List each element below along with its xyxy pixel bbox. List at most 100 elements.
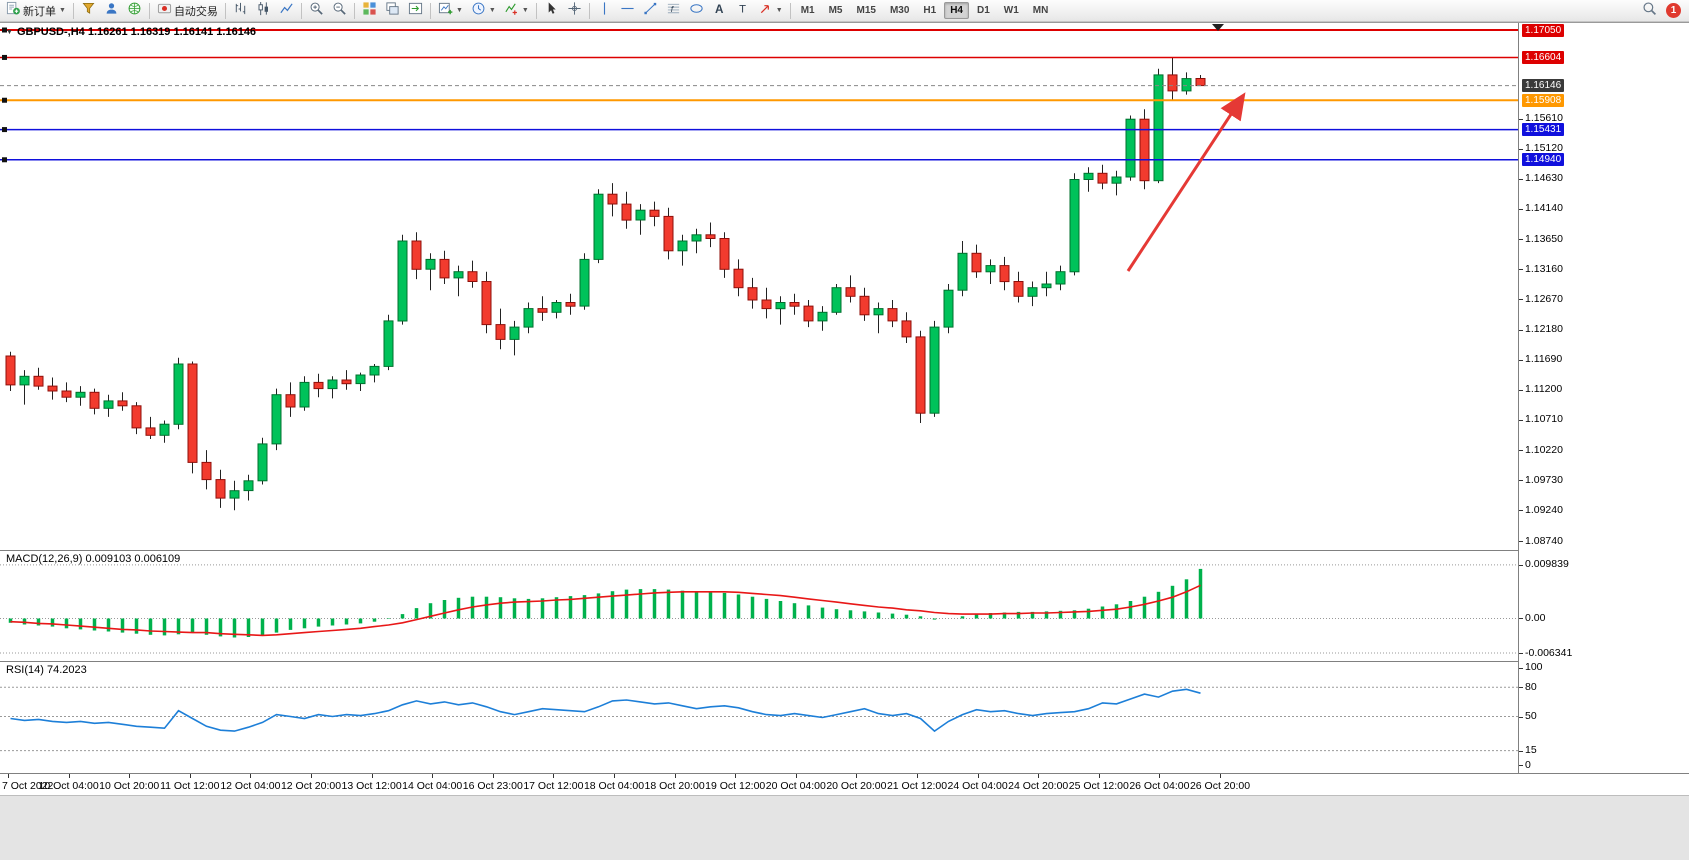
data-window-button[interactable] [77,0,100,21]
time-tick [250,774,252,778]
candlestick-icon [256,1,271,21]
toolbar-separator [429,2,431,19]
macd-panel-canvas[interactable] [0,551,1518,661]
price-tick-label: -0.006341 [1525,646,1573,659]
time-label: 19 Oct 12:00 [705,780,766,792]
caret-down-icon: ▼ [521,7,529,14]
price-tick-label: 1.15120 [1525,142,1563,155]
svg-text:f: f [670,3,674,13]
line-chart-button[interactable] [275,0,298,21]
bar-chart-icon [233,1,248,21]
auto-scroll-button[interactable] [404,0,427,21]
toolbar-separator [300,2,302,19]
label-icon: T [735,1,750,21]
top-toolbar: 新订单 ▼ 自动交易 ▼ ▼ ▼ f A T ▼ M1 M5 M15 M30 H1 H4 D1 W1 MN 1 [0,0,1689,22]
cursor-button[interactable] [540,0,563,21]
time-tick [856,774,858,778]
text-button[interactable]: A [708,0,731,21]
indicators-button[interactable]: ▼ [500,0,533,21]
new-order-button-label: 新订单 [23,5,56,18]
fibonacci-button[interactable]: f [662,0,685,21]
price-scale[interactable]: 1.15610 1.15120 1.14630 1.14140 1.13650 1.131… [1519,23,1689,773]
autotrading-button-label: 自动交易 [173,5,218,18]
timeframe-mn-button[interactable]: MN [1032,5,1049,16]
price-tick-label: 1.12180 [1525,323,1563,336]
price-tick-label: 1.09240 [1525,503,1563,516]
time-tick [795,774,797,778]
fibo-icon: f [666,1,681,21]
panel-separator[interactable] [0,550,1689,551]
price-tick-label: 1.14630 [1525,172,1563,185]
shapes-icon [689,1,704,21]
time-label: 14 Oct 04:00 [402,780,463,792]
scale-tick [1519,653,1523,654]
autotrading-icon [157,1,172,21]
cascade-windows-button[interactable] [381,0,404,21]
community-button[interactable] [123,0,146,21]
horizontal-line-button[interactable] [616,0,639,21]
candlestick-button[interactable] [252,0,275,21]
time-axis[interactable]: 7 Oct 2022 10 Oct 04:00 10 Oct 20:00 11 Oct… [0,773,1689,796]
label-button[interactable]: T [731,0,754,21]
price-tick-label: 1.10220 [1525,443,1563,456]
shapes-button[interactable] [685,0,708,21]
price-tick-label: 1.11200 [1525,383,1563,396]
notification-badge[interactable]: 1 [1666,3,1681,18]
new-chart-button[interactable]: ▼ [434,0,467,21]
time-label: 26 Oct 04:00 [1129,780,1190,792]
timeframe-m1-button[interactable]: M1 [800,5,815,16]
tile-windows-button[interactable] [358,0,381,21]
status-area [0,795,1689,860]
shift-icon [408,1,423,21]
vertical-line-button[interactable] [593,0,616,21]
new-order-icon [6,1,21,21]
text-icon: A [712,1,727,21]
arrows-button[interactable]: ▼ [754,0,787,21]
panel-separator[interactable] [0,661,1689,662]
scale-tick [1519,750,1523,752]
time-label: 10 Oct 20:00 [99,780,160,792]
toolbar-separator [535,2,537,19]
timeframe-d1-button[interactable]: D1 [977,5,990,16]
timeframe-h4-button[interactable]: H4 [944,2,969,19]
indicators-icon [504,1,519,21]
zoom-in-button[interactable] [305,0,328,21]
arrows-icon [758,1,773,21]
clock-icon [471,1,486,21]
zoom-out-button[interactable] [328,0,351,21]
rsi-panel-canvas[interactable] [0,662,1518,773]
time-tick [977,774,979,778]
profiles-button[interactable]: ▼ [467,0,500,21]
time-label: 24 Oct 20:00 [1008,780,1069,792]
crosshair-button[interactable] [563,0,586,21]
scale-tick [1519,716,1523,718]
timeframe-m15-button[interactable]: M15 [856,5,876,16]
bar-chart-button[interactable] [229,0,252,21]
time-label: 12 Oct 04:00 [220,780,281,792]
price-tick-label: 50 [1525,710,1537,723]
time-tick [1159,774,1161,778]
timeframe-m5-button[interactable]: M5 [828,5,843,16]
autotrading-button[interactable]: 自动交易 [153,0,222,21]
support-button[interactable] [100,0,123,21]
main-chart-canvas[interactable] [0,23,1518,550]
search-icon [1642,1,1657,21]
timeframe-w1-button[interactable]: W1 [1003,5,1019,16]
search-button[interactable] [1638,0,1661,21]
timeframe-h1-button[interactable]: H1 [923,5,937,16]
timeframe-m30-button[interactable]: M30 [889,5,910,16]
scale-tick [1519,389,1523,391]
toolbar-separator [224,2,226,19]
price-tick-label: 1.11690 [1525,353,1563,366]
new-order-button[interactable]: 新订单 ▼ [2,0,70,21]
time-label: 18 Oct 20:00 [644,780,705,792]
hline-icon [620,1,635,21]
trendline-button[interactable] [639,0,662,21]
time-label: 24 Oct 04:00 [947,780,1008,792]
zoom-out-icon [332,1,347,21]
time-tick [311,774,312,778]
price-tick-label: 1.10710 [1525,413,1563,426]
scale-tick [1519,239,1523,241]
toolbar-right: 1 [1638,0,1687,21]
